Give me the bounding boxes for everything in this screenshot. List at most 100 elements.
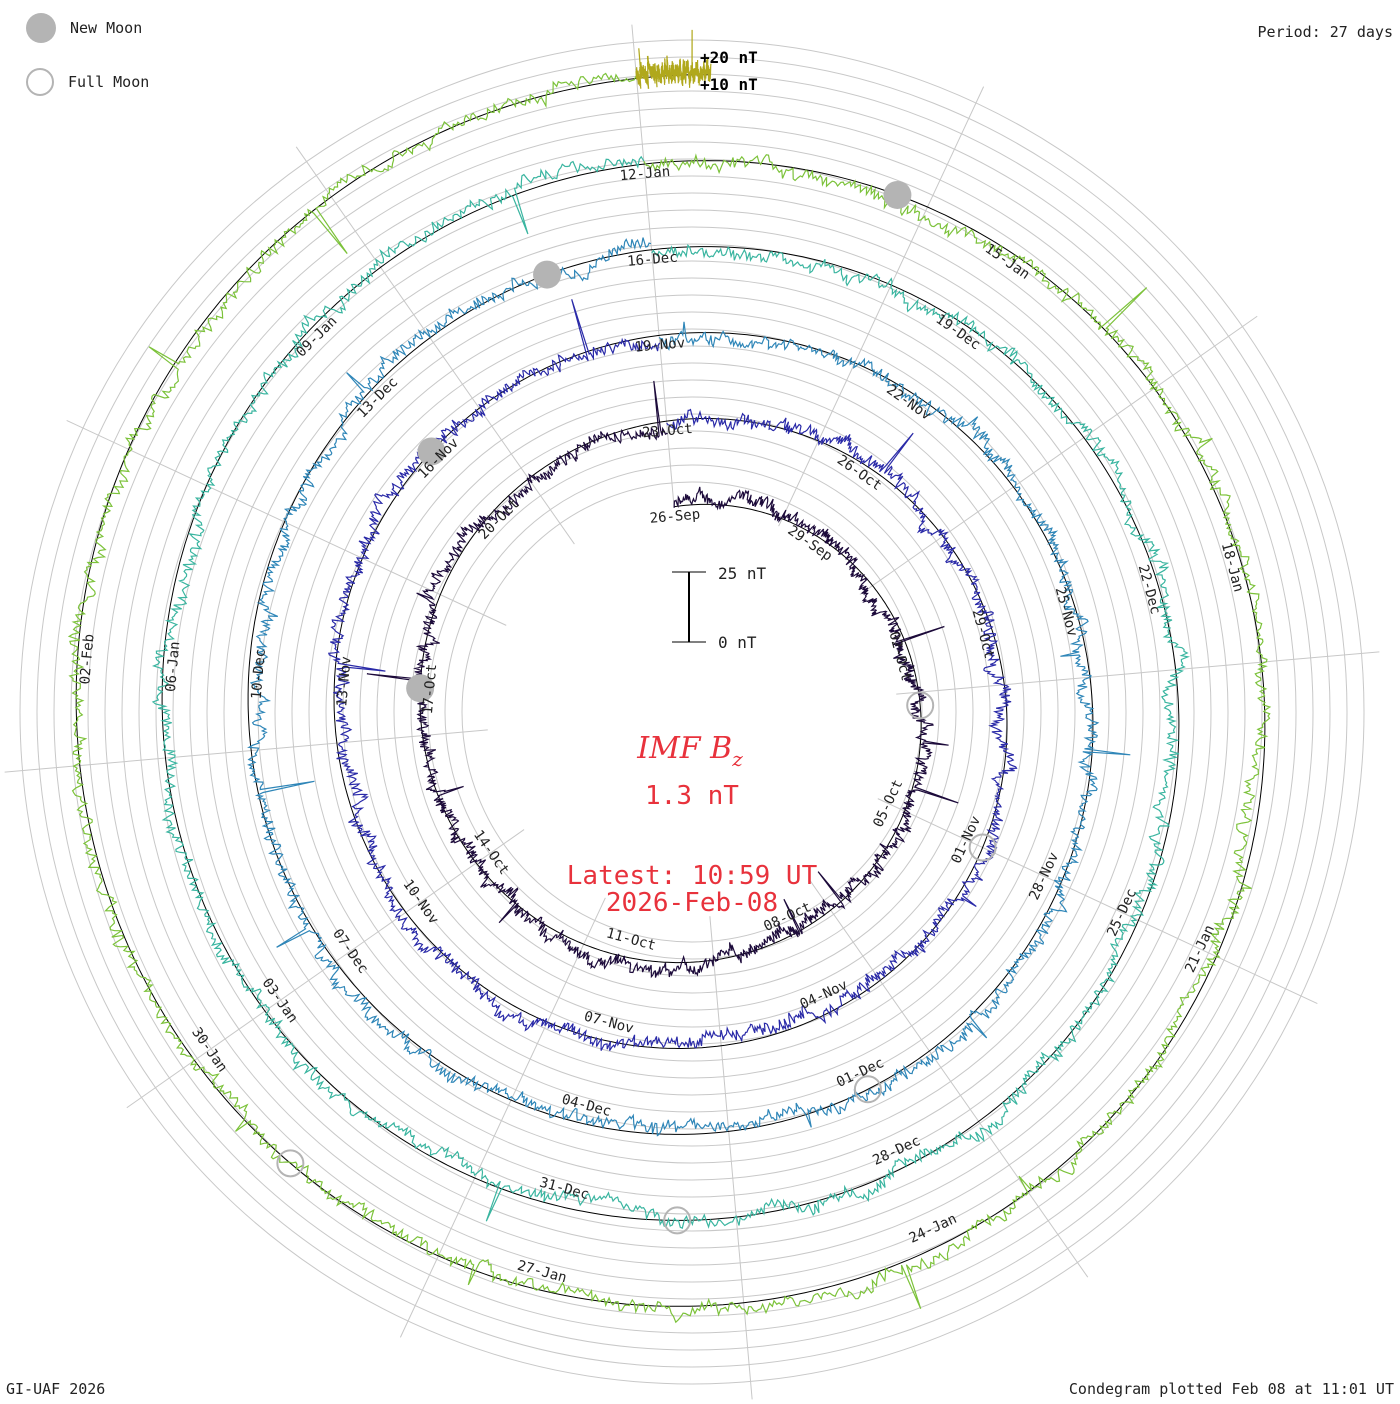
full-moon-marker [906, 691, 935, 720]
grid-circle [206, 226, 1178, 1198]
legend-full-moon-label: Full Moon [68, 73, 150, 91]
legend-new-moon-label: New Moon [70, 19, 143, 37]
date-label: 26-Sep [649, 507, 701, 527]
series-rotation-1 [366, 380, 959, 979]
date-label: 25-Dec [1104, 886, 1140, 939]
series-rotation-2 [327, 299, 1018, 1052]
date-label: 17-Oct [420, 663, 440, 715]
date-label: 21-Jan [1182, 923, 1218, 976]
new-moon-marker [533, 260, 562, 289]
spokes [4, 24, 1380, 1400]
date-label: 19-Nov [634, 335, 686, 355]
grid-circle [308, 328, 1076, 1096]
moon-markers [276, 180, 997, 1235]
full-moon-marker [968, 833, 997, 862]
new-moon-marker [883, 180, 912, 209]
grid-circle [189, 209, 1195, 1215]
center-value: 1.3 nT [645, 781, 739, 811]
date-labels: 26-Sep29-Sep02-Oct05-Oct08-Oct11-Oct14-O… [77, 164, 1246, 1286]
date-label: 03-Jan [259, 975, 301, 1026]
full-moon-marker [276, 1149, 305, 1178]
center-latest: Latest: 10:59 UT [567, 861, 818, 891]
grid-circle [427, 447, 957, 977]
date-label: 02-Feb [77, 633, 97, 685]
grid-circle [70, 90, 1314, 1334]
grid-circle [359, 379, 1025, 1045]
spoke-line [809, 879, 1089, 1278]
spoke-line [877, 798, 1318, 1005]
date-label: 14-Oct [470, 827, 512, 878]
legend-full-moon: Full Moon [26, 68, 149, 96]
period-label: Period: 27 days [1257, 23, 1393, 41]
series-rotation-6 [635, 29, 712, 89]
center-title-sub: z [731, 747, 743, 771]
scale-bar-bottom-label: 0 nT [718, 633, 757, 652]
grid-circle [325, 345, 1059, 1079]
date-label: 10-Dec [249, 648, 269, 700]
new-moon-marker [406, 674, 435, 703]
grid-circle [223, 243, 1161, 1181]
date-label: 01-Dec [834, 1055, 887, 1091]
date-label: 24-Jan [907, 1211, 960, 1247]
scale-ref-20: +20 nT [700, 48, 758, 67]
center-title: IMF Bz [636, 731, 743, 771]
footer-plot-time: Condegram plotted Feb 08 at 11:01 UT [1068, 1380, 1394, 1398]
grid-circle [274, 294, 1110, 1130]
grid-circle [461, 481, 923, 943]
grid-circle [410, 430, 974, 994]
grid-circle [19, 39, 1365, 1385]
new-moon-marker [417, 437, 446, 466]
data-series [67, 29, 1272, 1324]
spoke-line [399, 897, 606, 1338]
spoke-line [896, 651, 1380, 695]
date-label: 05-Oct [870, 777, 906, 830]
grid-circle [240, 260, 1144, 1164]
grid-circle [138, 158, 1246, 1266]
series-rotation-5 [67, 72, 1272, 1324]
date-label: 13-Nov [334, 656, 354, 708]
series-rotation-3 [247, 237, 1131, 1137]
grid-circle [104, 124, 1280, 1300]
grid-circle [376, 396, 1008, 1028]
series-rotation-4 [151, 155, 1190, 1230]
grid-circle [155, 175, 1229, 1249]
spoke-line [859, 315, 1258, 595]
center-info: IMF Bz 1.3 nT Latest: 10:59 UT 2026-Feb-… [567, 731, 818, 918]
grid-circle [342, 362, 1042, 1062]
ring-grid [19, 39, 1365, 1385]
grid-circle [53, 73, 1331, 1351]
center-title-main: IMF B [636, 731, 732, 766]
spoke-line [4, 729, 488, 773]
full-moon-marker [663, 1206, 692, 1235]
date-label: 12-Jan [619, 164, 671, 184]
grid-circle [121, 141, 1263, 1283]
date-label: 07-Nov [582, 1009, 635, 1038]
footer-credit: GI-UAF 2026 [6, 1380, 106, 1398]
date-label: 06-Jan [163, 641, 183, 693]
date-label: 28-Dec [870, 1133, 923, 1169]
legend-new-moon: New Moon [26, 13, 142, 43]
scale-bar-top-label: 25 nT [718, 564, 767, 583]
date-label: 11-Oct [604, 925, 657, 954]
scale-ref-10: +10 nT [700, 75, 758, 94]
center-date: 2026-Feb-08 [606, 888, 778, 918]
spoke-line [295, 146, 575, 545]
date-label: 23-Oct [642, 421, 694, 441]
grid-circle [257, 277, 1127, 1147]
spoke-line [709, 916, 753, 1400]
new-moon-icon [26, 13, 56, 43]
grid-circle [444, 464, 940, 960]
full-moon-icon [26, 68, 54, 96]
date-label: 07-Dec [329, 926, 371, 977]
grid-circle [87, 107, 1297, 1317]
spoke-line [778, 86, 985, 527]
date-label: 16-Dec [627, 250, 679, 270]
zero-spiral [75, 74, 1266, 1307]
full-moon-marker [853, 1075, 882, 1104]
date-label: 01-Nov [948, 814, 984, 867]
scale-bar: 25 nT 0 nT [672, 564, 767, 652]
spoke-line [631, 24, 675, 508]
grid-circle [172, 192, 1212, 1232]
